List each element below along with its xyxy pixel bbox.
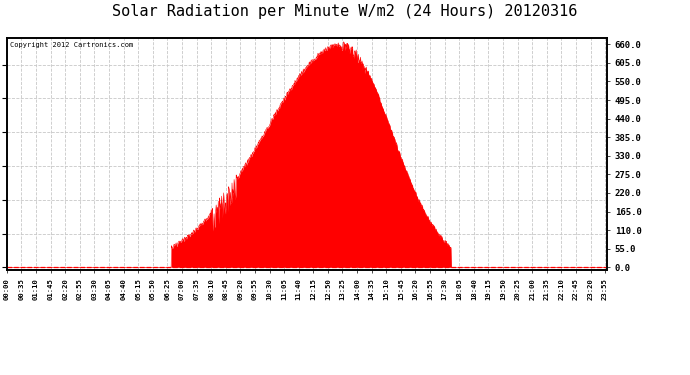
Text: Solar Radiation per Minute W/m2 (24 Hours) 20120316: Solar Radiation per Minute W/m2 (24 Hour… xyxy=(112,4,578,19)
Text: Copyright 2012 Cartronics.com: Copyright 2012 Cartronics.com xyxy=(10,42,133,48)
